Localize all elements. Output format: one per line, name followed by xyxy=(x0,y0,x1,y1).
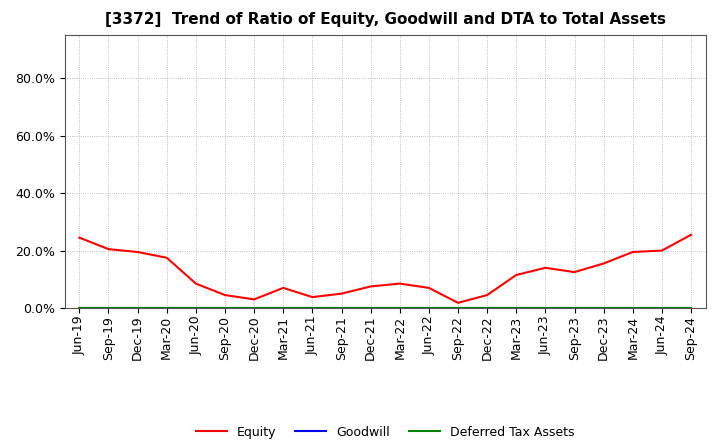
Goodwill xyxy=(133,305,142,311)
Goodwill xyxy=(512,305,521,311)
Deferred Tax Assets xyxy=(483,305,492,311)
Equity xyxy=(570,269,579,275)
Deferred Tax Assets xyxy=(163,305,171,311)
Deferred Tax Assets xyxy=(220,305,229,311)
Goodwill xyxy=(337,305,346,311)
Goodwill xyxy=(483,305,492,311)
Goodwill xyxy=(192,305,200,311)
Equity xyxy=(366,284,375,289)
Deferred Tax Assets xyxy=(337,305,346,311)
Equity xyxy=(512,272,521,278)
Deferred Tax Assets xyxy=(279,305,287,311)
Goodwill xyxy=(366,305,375,311)
Goodwill xyxy=(104,305,113,311)
Equity xyxy=(250,297,258,302)
Equity xyxy=(133,249,142,255)
Goodwill xyxy=(220,305,229,311)
Equity xyxy=(308,294,317,300)
Deferred Tax Assets xyxy=(192,305,200,311)
Equity xyxy=(395,281,404,286)
Deferred Tax Assets xyxy=(512,305,521,311)
Equity xyxy=(657,248,666,253)
Deferred Tax Assets xyxy=(541,305,550,311)
Deferred Tax Assets xyxy=(657,305,666,311)
Deferred Tax Assets xyxy=(250,305,258,311)
Goodwill xyxy=(599,305,608,311)
Goodwill xyxy=(687,305,696,311)
Deferred Tax Assets xyxy=(570,305,579,311)
Legend: Equity, Goodwill, Deferred Tax Assets: Equity, Goodwill, Deferred Tax Assets xyxy=(191,421,580,440)
Goodwill xyxy=(75,305,84,311)
Equity xyxy=(483,293,492,298)
Goodwill xyxy=(163,305,171,311)
Goodwill xyxy=(425,305,433,311)
Deferred Tax Assets xyxy=(308,305,317,311)
Goodwill xyxy=(250,305,258,311)
Equity xyxy=(687,232,696,238)
Deferred Tax Assets xyxy=(687,305,696,311)
Goodwill xyxy=(570,305,579,311)
Goodwill xyxy=(308,305,317,311)
Equity xyxy=(220,293,229,298)
Deferred Tax Assets xyxy=(104,305,113,311)
Goodwill xyxy=(629,305,637,311)
Line: Equity: Equity xyxy=(79,235,691,303)
Deferred Tax Assets xyxy=(395,305,404,311)
Goodwill xyxy=(454,305,462,311)
Goodwill xyxy=(279,305,287,311)
Goodwill xyxy=(541,305,550,311)
Equity xyxy=(192,281,200,286)
Goodwill xyxy=(395,305,404,311)
Equity xyxy=(541,265,550,271)
Equity xyxy=(163,255,171,260)
Goodwill xyxy=(657,305,666,311)
Deferred Tax Assets xyxy=(425,305,433,311)
Equity xyxy=(75,235,84,240)
Equity xyxy=(629,249,637,255)
Deferred Tax Assets xyxy=(133,305,142,311)
Equity xyxy=(599,261,608,266)
Deferred Tax Assets xyxy=(599,305,608,311)
Deferred Tax Assets xyxy=(629,305,637,311)
Equity xyxy=(454,300,462,305)
Deferred Tax Assets xyxy=(366,305,375,311)
Equity xyxy=(425,285,433,290)
Deferred Tax Assets xyxy=(454,305,462,311)
Deferred Tax Assets xyxy=(75,305,84,311)
Equity xyxy=(104,246,113,252)
Title: [3372]  Trend of Ratio of Equity, Goodwill and DTA to Total Assets: [3372] Trend of Ratio of Equity, Goodwil… xyxy=(104,12,666,27)
Equity xyxy=(337,291,346,296)
Equity xyxy=(279,285,287,290)
